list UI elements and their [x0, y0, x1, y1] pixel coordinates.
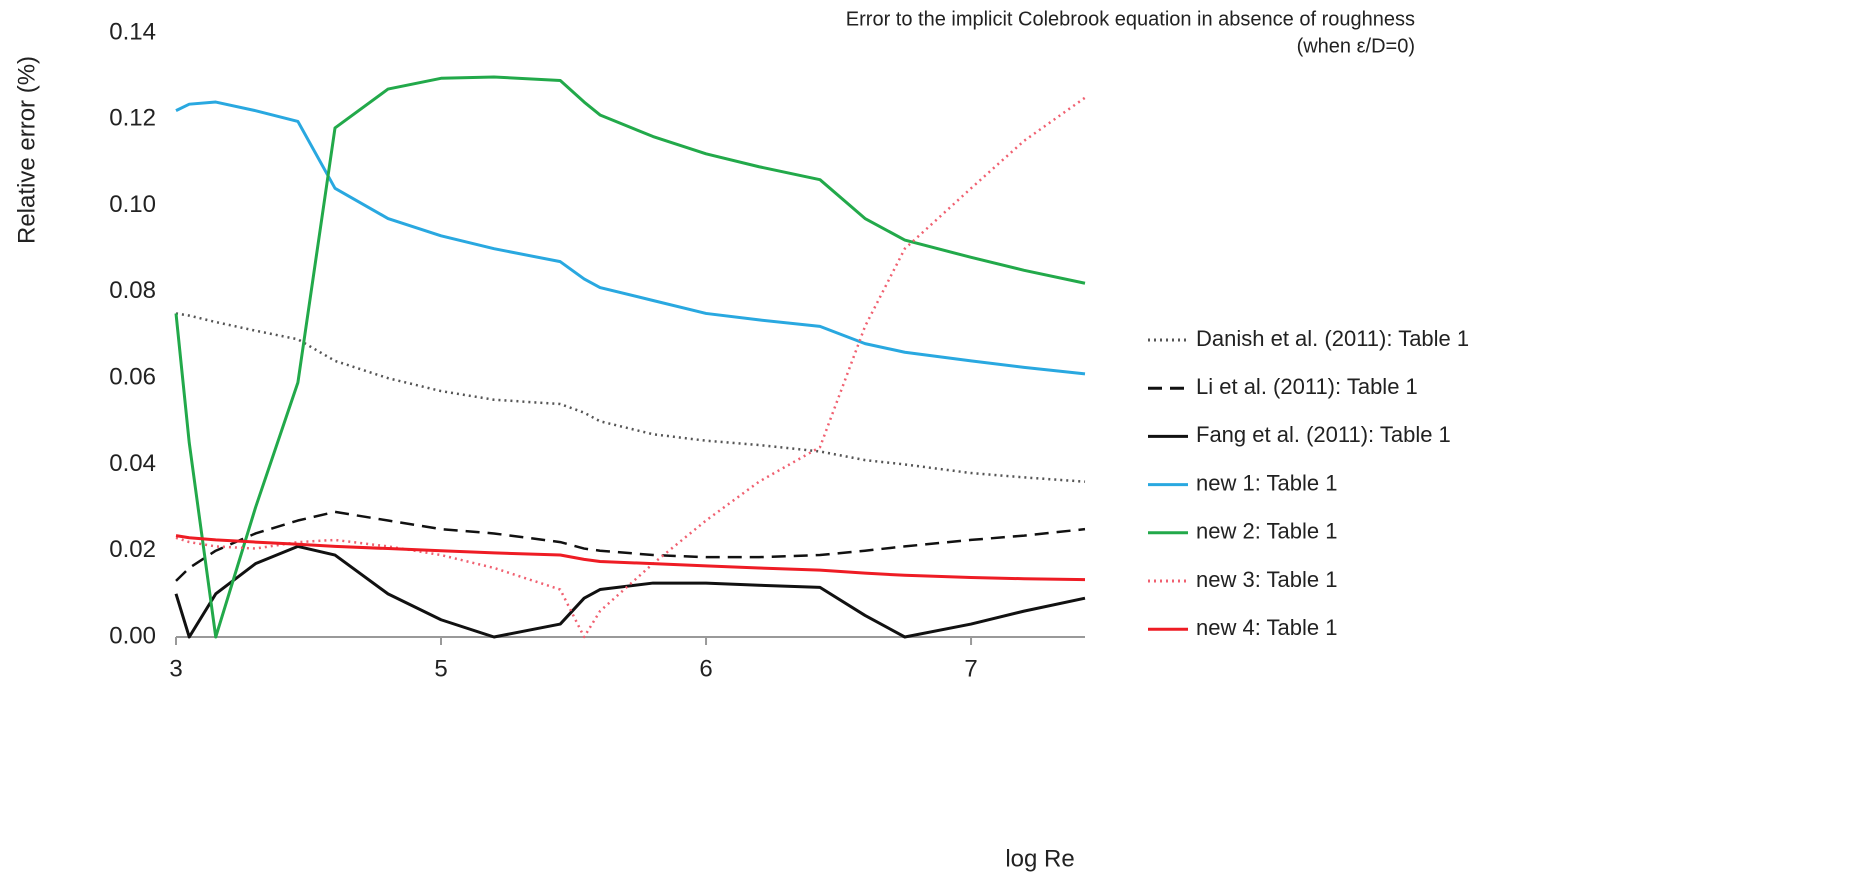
series-line: [175, 534, 1086, 582]
chart-subtitle: (when ε/D=0): [1297, 35, 1415, 57]
y-tick-label: 0.08: [109, 277, 156, 304]
y-tick-label: 0.06: [109, 363, 156, 390]
chart-title: Error to the implicit Colebrook equation…: [846, 8, 1415, 30]
series-line: [175, 100, 1086, 376]
y-tick-label: 0.00: [109, 622, 156, 649]
x-tick-label: 7: [964, 655, 977, 682]
x-tick-label: 6: [699, 655, 712, 682]
y-tick-label: 0.14: [109, 18, 156, 45]
legend-label: new 2: Table 1: [1196, 519, 1337, 544]
series-line: [174, 544, 1086, 639]
x-axis-label: log Re: [1005, 845, 1074, 872]
legend-label: Fang et al. (2011): Table 1: [1196, 422, 1451, 447]
series-line: [175, 312, 1086, 483]
legend-label: Danish et al. (2011): Table 1: [1196, 326, 1469, 351]
y-tick-label: 0.12: [109, 105, 156, 132]
legend-label: Li et al. (2011): Table 1: [1196, 374, 1418, 399]
y-axis-label: Relative error (%): [13, 56, 40, 244]
legend-label: new 1: Table 1: [1196, 470, 1337, 495]
series-line: [175, 96, 1086, 639]
legend-label: new 3: Table 1: [1196, 567, 1337, 592]
series-line: [175, 510, 1086, 582]
y-tick-label: 0.02: [109, 536, 156, 563]
y-tick-label: 0.10: [109, 191, 156, 218]
legend-label: new 4: Table 1: [1196, 615, 1337, 640]
x-tick-label: 5: [434, 655, 447, 682]
series-line: [174, 75, 1086, 639]
y-tick-label: 0.04: [109, 450, 156, 477]
x-tick-label: 3: [169, 655, 182, 682]
